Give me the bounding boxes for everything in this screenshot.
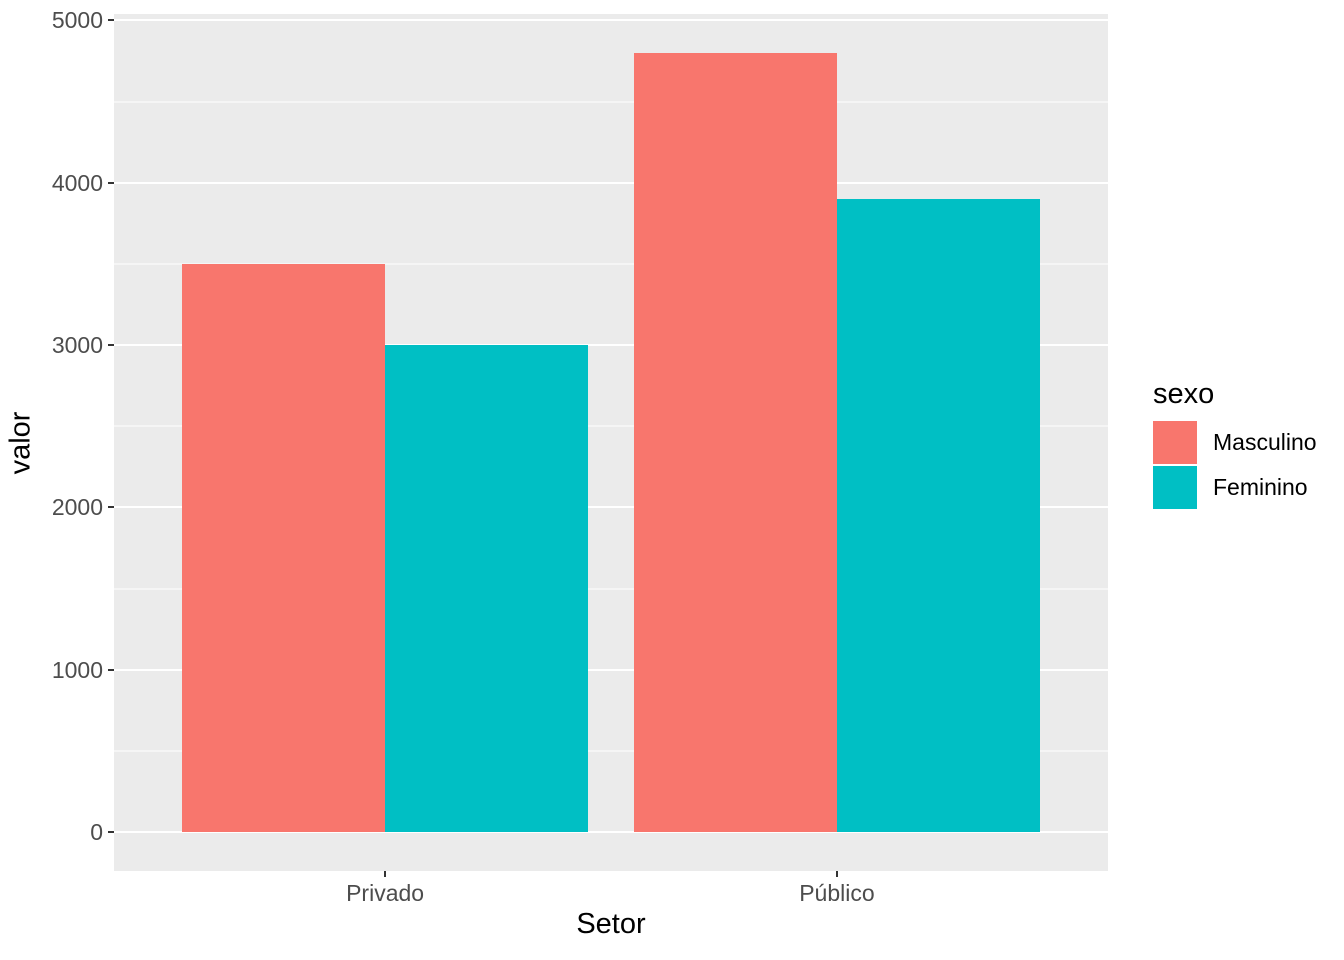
y-tick-mark (108, 344, 114, 347)
bar-privado-masculino (181, 263, 386, 833)
legend-entry-feminino: Feminino (1153, 466, 1317, 509)
legend: sexo Masculino Feminino (1153, 378, 1317, 511)
legend-entry-label: Masculino (1213, 429, 1317, 455)
y-tick-label: 3000 (51, 332, 103, 359)
y-tick-mark (108, 181, 114, 184)
legend-entries: Masculino Feminino (1153, 421, 1317, 509)
legend-entry-label: Feminino (1213, 474, 1308, 500)
y-tick-mark (108, 831, 114, 834)
plot-panel (114, 14, 1108, 871)
bar-privado-feminino (385, 345, 589, 833)
y-tick-label: 1000 (51, 656, 103, 683)
grid-minor-line (114, 101, 1108, 103)
grid-minor-line (114, 750, 1108, 752)
y-tick-label: 5000 (51, 7, 103, 34)
y-tick-mark (108, 19, 114, 22)
y-tick-label: 0 (90, 819, 103, 846)
grid-major-line (114, 344, 1108, 347)
grid-minor-line (114, 588, 1108, 590)
grid-minor-line (114, 263, 1108, 265)
x-tick-mark (835, 871, 838, 877)
legend-swatch-feminino (1153, 466, 1197, 509)
grid-minor-line (114, 425, 1108, 427)
bar-publico-feminino (836, 199, 1041, 833)
y-tick-mark (108, 506, 114, 509)
grid-major-line (114, 181, 1108, 184)
grid-major-line (114, 19, 1108, 22)
y-tick-label: 2000 (51, 494, 103, 521)
grid-major-line (114, 668, 1108, 671)
x-axis-title: Setor (576, 908, 646, 940)
y-tick-label: 4000 (51, 169, 103, 196)
grid-major-line (114, 506, 1108, 509)
legend-entry-masculino: Masculino (1153, 421, 1317, 464)
y-tick-mark (108, 668, 114, 671)
bar-publico-masculino (633, 52, 837, 833)
legend-title: sexo (1153, 378, 1215, 410)
grid-major-line (114, 831, 1108, 834)
x-tick-label: Privado (346, 880, 425, 906)
y-axis-title: valor (4, 411, 37, 475)
x-tick-label: Público (799, 880, 875, 906)
x-tick-mark (384, 871, 387, 877)
legend-swatch-masculino (1153, 421, 1197, 464)
